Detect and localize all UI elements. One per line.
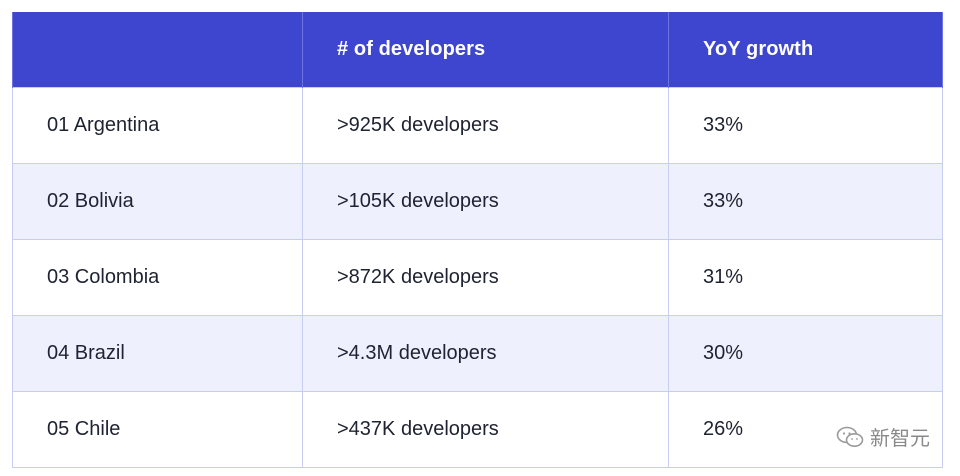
cell-developers: >925K developers <box>302 87 669 164</box>
header-growth: YoY growth <box>668 12 943 88</box>
cell-growth: 31% <box>668 239 943 316</box>
cell-developers: >4.3M developers <box>302 315 669 392</box>
cell-country: 02 Bolivia <box>12 163 303 240</box>
watermark-text: 新智元 <box>870 426 930 450</box>
cell-country: 01 Argentina <box>12 87 303 164</box>
header-country <box>12 12 303 88</box>
cell-developers: >437K developers <box>302 391 669 468</box>
watermark: 新智元 <box>836 422 930 451</box>
table-header-row: # of developers YoY growth <box>12 12 943 88</box>
cell-country: 05 Chile <box>12 391 303 468</box>
cell-country: 04 Brazil <box>12 315 303 392</box>
table-row: 01 Argentina >925K developers 33% <box>12 87 943 164</box>
cell-growth: 33% <box>668 87 943 164</box>
cell-country: 03 Colombia <box>12 239 303 316</box>
table-row: 02 Bolivia >105K developers 33% <box>12 163 943 240</box>
wechat-icon <box>836 426 864 447</box>
header-developers: # of developers <box>302 12 669 88</box>
cell-growth: 33% <box>668 163 943 240</box>
cell-developers: >872K developers <box>302 239 669 316</box>
table-row: 03 Colombia >872K developers 31% <box>12 239 943 316</box>
cell-growth: 30% <box>668 315 943 392</box>
cell-growth: 26% <box>668 391 943 468</box>
cell-developers: >105K developers <box>302 163 669 240</box>
table-row: 04 Brazil >4.3M developers 30% <box>12 315 943 392</box>
table-row: 05 Chile >437K developers 26% <box>12 391 943 468</box>
developers-table: # of developers YoY growth 01 Argentina … <box>12 12 943 468</box>
